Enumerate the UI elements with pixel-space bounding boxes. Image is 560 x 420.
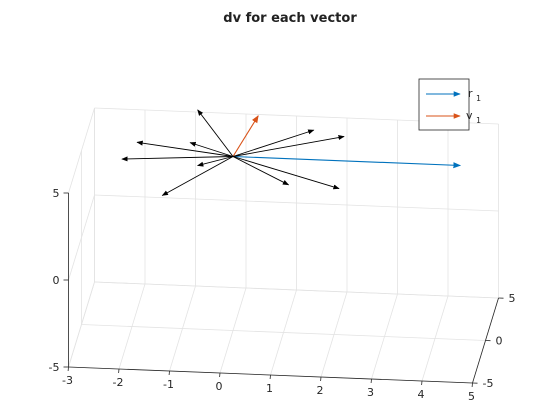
z-tick-label: 0 bbox=[53, 274, 60, 287]
dv-vector-7 bbox=[197, 156, 234, 167]
y-tick-label: -5 bbox=[483, 377, 494, 390]
x-tick-label: -2 bbox=[113, 376, 124, 389]
chart-title: dv for each vector bbox=[223, 11, 357, 26]
z-tick-label: -5 bbox=[49, 361, 60, 374]
legend: r 1 v 1 bbox=[418, 78, 481, 131]
dv-vector-10 bbox=[232, 156, 340, 190]
legend-v1-name: v bbox=[466, 109, 473, 122]
side-wall-grid-line bbox=[68, 194, 95, 281]
legend-r1-label: r 1 bbox=[468, 87, 481, 103]
floor-grid-line bbox=[81, 324, 486, 341]
x-tick-label: 3 bbox=[367, 386, 374, 399]
x-tick-label: 1 bbox=[266, 382, 273, 395]
side-wall-grid-line bbox=[68, 281, 95, 368]
x-tick-label: 2 bbox=[317, 384, 324, 397]
legend-r1-subscript: 1 bbox=[476, 94, 481, 103]
dv-vector-9 bbox=[232, 156, 290, 186]
vectors-layer bbox=[121, 109, 462, 196]
grid-layer bbox=[68, 107, 499, 384]
dv-vector-2 bbox=[232, 129, 315, 157]
dv-vector-6 bbox=[121, 156, 234, 162]
x-tick-label: 4 bbox=[418, 388, 425, 401]
y-tick-label: 0 bbox=[496, 335, 503, 348]
z-tick-label: 5 bbox=[53, 187, 60, 200]
dv-vector-4 bbox=[136, 140, 234, 157]
x-tick-label: -1 bbox=[163, 378, 174, 391]
legend-v1-label: v 1 bbox=[466, 109, 481, 125]
vector-r1 bbox=[232, 155, 462, 169]
back-wall-grid-line bbox=[94, 281, 499, 299]
dv-vector-5 bbox=[189, 141, 234, 157]
x-tick-label: -3 bbox=[62, 374, 73, 387]
y-tick-label: 5 bbox=[509, 292, 516, 305]
dv-vector-8 bbox=[161, 156, 234, 196]
dv-vector-3 bbox=[232, 135, 345, 157]
tick-labels: -3 -2 -1 0 1 2 3 4 5 -5 0 5 -5 0 5 bbox=[49, 187, 516, 403]
x-tick-label: 5 bbox=[468, 390, 475, 403]
side-wall-grid-line bbox=[68, 107, 95, 194]
back-wall-grid-line bbox=[94, 194, 499, 212]
dv-vector-1 bbox=[197, 109, 234, 157]
legend-box bbox=[418, 78, 470, 131]
axes-layer bbox=[63, 192, 504, 388]
legend-v1-subscript: 1 bbox=[476, 116, 481, 125]
vector-v1 bbox=[232, 115, 259, 157]
legend-r1-name: r bbox=[468, 87, 473, 100]
x-tick-label: 0 bbox=[216, 380, 223, 393]
